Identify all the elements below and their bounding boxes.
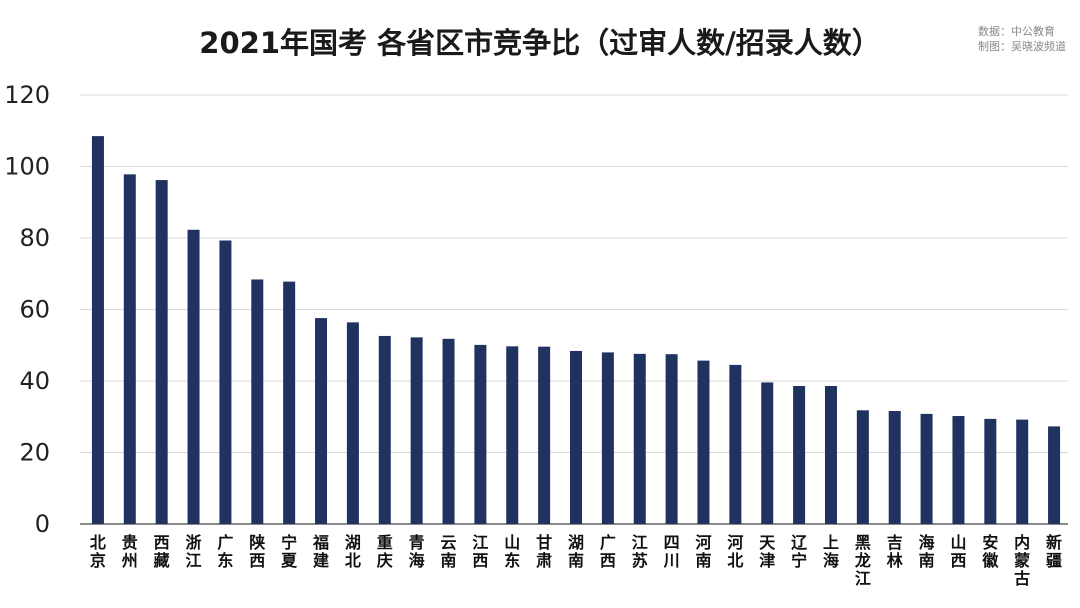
y-tick-label: 80 xyxy=(19,224,50,252)
x-tick-label: 甘肃 xyxy=(536,533,552,570)
x-tick-label: 广西 xyxy=(600,533,616,570)
bar xyxy=(856,410,869,524)
y-tick-label: 40 xyxy=(19,367,50,395)
x-tick-label: 海南 xyxy=(919,533,935,570)
bar xyxy=(601,352,614,524)
x-tick-label: 吉林 xyxy=(887,533,903,570)
x-tick-label: 云南 xyxy=(441,533,457,570)
bar xyxy=(410,337,423,524)
bar xyxy=(155,180,168,524)
x-axis-labels: 北京贵州西藏浙江广东陕西宁夏福建湖北重庆青海云南江西山东甘肃湖南广西江苏四川河南… xyxy=(90,533,1062,588)
bar xyxy=(1016,419,1029,524)
bar xyxy=(251,279,264,524)
y-tick-label: 20 xyxy=(19,439,50,467)
bar xyxy=(697,360,710,524)
x-tick-label: 天津 xyxy=(759,533,776,570)
x-tick-label: 山东 xyxy=(504,533,520,570)
x-tick-label: 陕西 xyxy=(249,533,265,570)
bar xyxy=(378,335,391,524)
bar xyxy=(1048,426,1061,524)
x-tick-label: 安徽 xyxy=(981,533,999,570)
source-note: 数据：中公教育 制图：吴晓波频道 xyxy=(978,24,1066,54)
x-tick-label: 湖北 xyxy=(345,533,361,570)
bar xyxy=(761,382,774,524)
chart-title: 2021年国考 各省区市竞争比（过审人数/招录人数） xyxy=(199,26,881,60)
x-tick-label: 辽宁 xyxy=(791,533,808,570)
y-tick-label: 0 xyxy=(35,510,50,538)
x-tick-label: 重庆 xyxy=(376,533,393,570)
bar xyxy=(123,174,136,525)
y-tick-label: 60 xyxy=(19,296,50,324)
x-tick-label: 山西 xyxy=(950,533,966,570)
bar xyxy=(633,353,646,524)
x-tick-label: 河北 xyxy=(727,533,743,570)
bar xyxy=(888,411,901,524)
x-tick-label: 河南 xyxy=(695,533,711,570)
bar xyxy=(219,240,232,524)
bar xyxy=(283,281,296,524)
bar xyxy=(920,413,933,524)
x-tick-label: 广东 xyxy=(217,533,233,570)
y-tick-label: 100 xyxy=(4,153,50,181)
x-tick-label: 湖南 xyxy=(568,533,584,570)
bar xyxy=(570,350,582,524)
x-tick-label: 江西 xyxy=(472,533,488,570)
source-line-credit: 制图：吴晓波频道 xyxy=(978,40,1066,53)
bar xyxy=(538,346,551,524)
x-tick-label: 福建 xyxy=(312,533,329,570)
bar xyxy=(187,229,200,524)
bar xyxy=(346,322,359,524)
bar xyxy=(91,136,104,525)
bar xyxy=(665,354,678,524)
bar xyxy=(315,318,328,524)
bar xyxy=(793,386,806,524)
y-tick-label: 120 xyxy=(4,81,50,109)
x-tick-label: 黑龙江 xyxy=(854,533,871,588)
bar xyxy=(474,344,487,524)
x-tick-label: 江苏 xyxy=(632,533,648,570)
bar xyxy=(506,346,519,524)
bar xyxy=(952,416,965,524)
x-tick-label: 西藏 xyxy=(154,533,170,570)
bar xyxy=(984,418,997,524)
x-tick-label: 贵州 xyxy=(121,533,138,570)
x-tick-label: 上海 xyxy=(823,533,839,570)
x-tick-label: 青海 xyxy=(409,533,425,570)
x-tick-label: 内蒙古 xyxy=(1014,533,1030,588)
bar xyxy=(824,386,837,524)
x-tick-label: 新疆 xyxy=(1046,533,1062,570)
bar xyxy=(729,364,742,524)
source-line-data: 数据：中公教育 xyxy=(978,25,1055,38)
x-tick-label: 北京 xyxy=(90,533,106,570)
x-tick-label: 浙江 xyxy=(186,533,202,570)
bar xyxy=(442,338,455,524)
y-axis-ticks: 0 20 40 60 80 100 120 xyxy=(4,81,50,538)
x-tick-label: 四川 xyxy=(663,533,680,570)
bars xyxy=(91,136,1061,525)
x-tick-label: 宁夏 xyxy=(280,533,298,570)
